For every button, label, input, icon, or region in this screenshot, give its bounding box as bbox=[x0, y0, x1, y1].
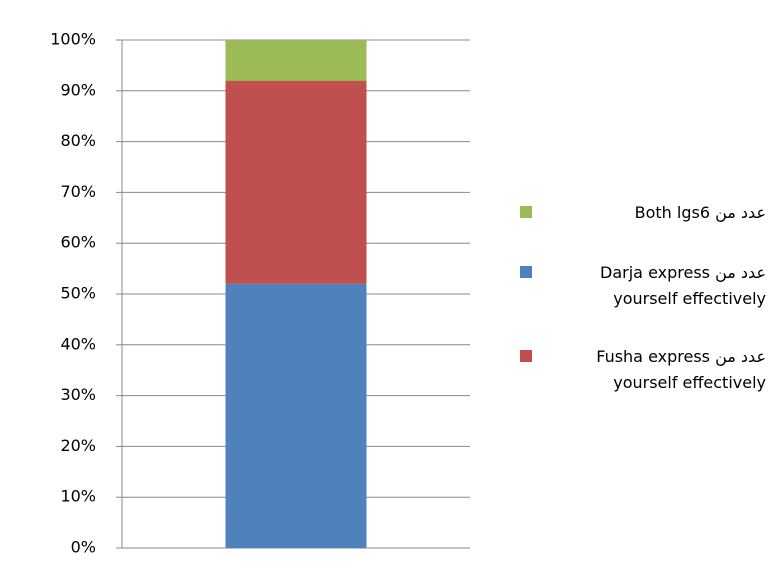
bar-segment bbox=[225, 80, 367, 284]
legend-label: عدد من Both lgs6 bbox=[634, 203, 766, 222]
y-tick-label: 20% bbox=[60, 436, 96, 455]
y-tick-label: 90% bbox=[60, 80, 96, 99]
legend-swatch bbox=[520, 350, 532, 362]
y-tick-label: 30% bbox=[60, 385, 96, 404]
y-tick-label: 60% bbox=[60, 233, 96, 252]
legend-swatch bbox=[520, 266, 532, 278]
legend-swatch bbox=[520, 206, 532, 218]
y-tick-label: 10% bbox=[60, 487, 96, 506]
legend-item: عدد من Both lgs6 bbox=[520, 200, 766, 226]
legend-item: عدد من Fusha express yourself effectivel… bbox=[520, 344, 766, 396]
bar-segment bbox=[225, 40, 367, 81]
y-tick-label: 80% bbox=[60, 131, 96, 150]
y-tick-label: 40% bbox=[60, 334, 96, 353]
y-tick-label: 100% bbox=[50, 30, 96, 49]
y-tick-label: 50% bbox=[60, 284, 96, 303]
legend-label: عدد من Fusha express yourself effectivel… bbox=[596, 347, 766, 392]
legend-item: عدد من Darja express yourself effectivel… bbox=[520, 260, 766, 312]
y-tick-label: 70% bbox=[60, 182, 96, 201]
y-tick-label: 0% bbox=[71, 538, 96, 557]
legend-label: عدد من Darja express yourself effectivel… bbox=[600, 263, 766, 308]
bar-segment bbox=[225, 283, 367, 548]
